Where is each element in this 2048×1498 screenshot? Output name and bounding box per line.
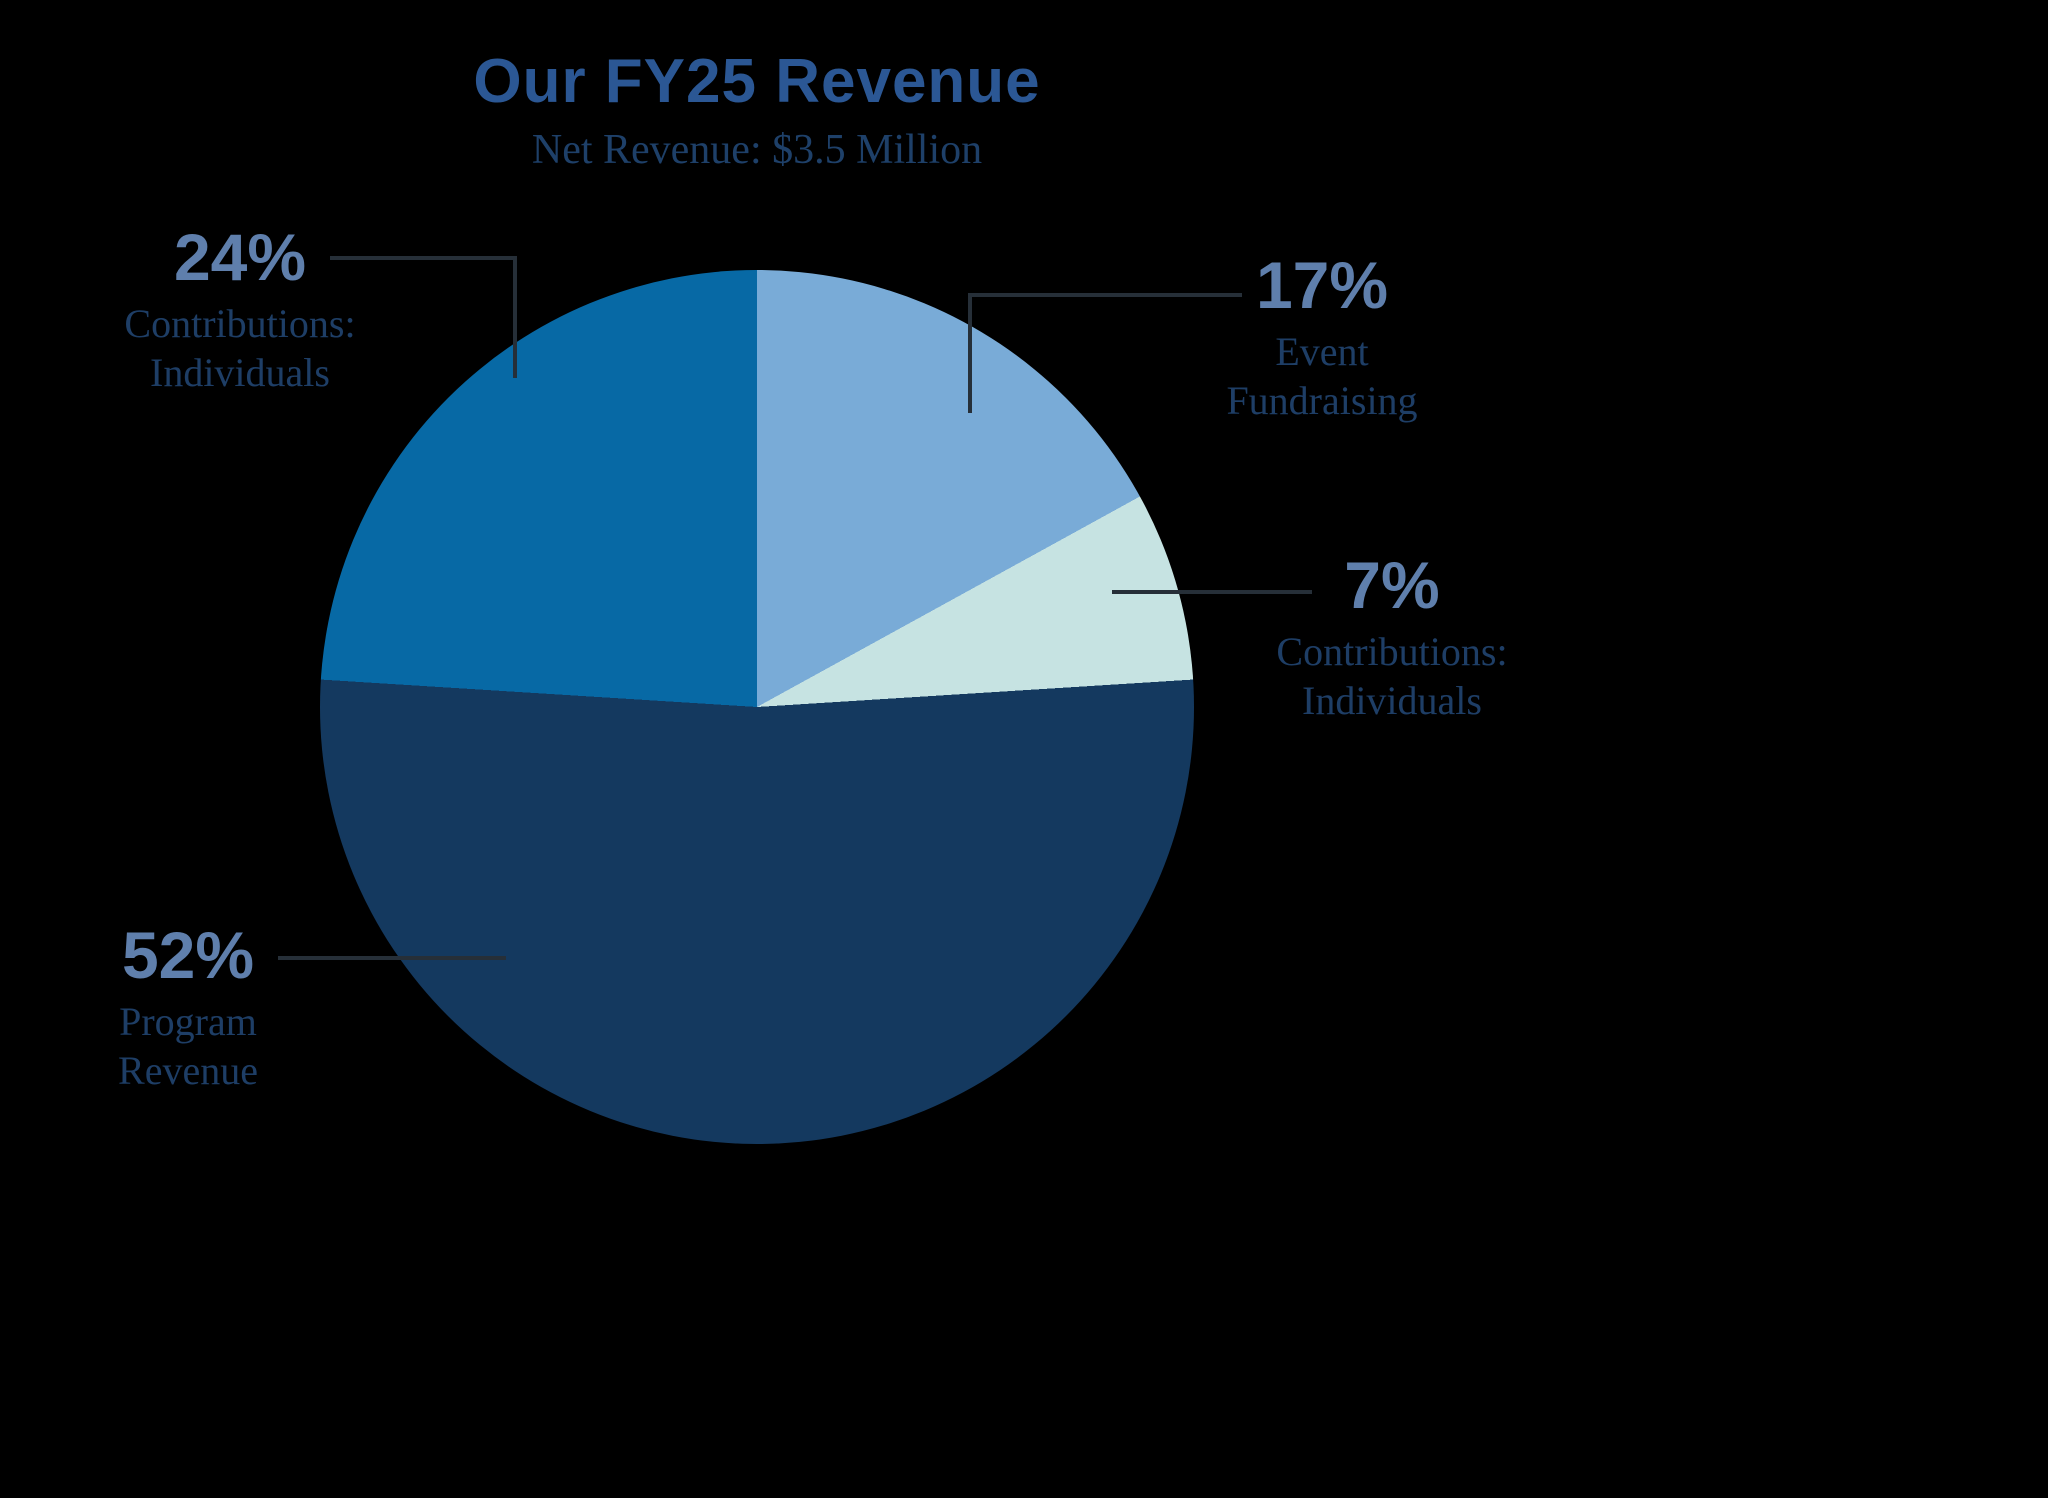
percent-label-52: 52%	[121, 918, 255, 992]
leader-line-7-horizontal	[1112, 590, 1312, 594]
percent-label-7: 7%	[1344, 548, 1440, 622]
page-title: Our FY25 Revenue	[473, 47, 1041, 116]
leader-line-24-vertical	[513, 256, 517, 378]
percent-label-24: 24%	[173, 220, 307, 294]
leader-line-24-horizontal	[330, 256, 517, 260]
callout-event-fundraising-17: 17% Event Fundraising	[1162, 252, 1482, 426]
callout-contributions-individuals-7: 7% Contributions: Individuals	[1232, 552, 1552, 726]
pie-chart	[320, 270, 1194, 1144]
percent-label-17: 17%	[1255, 248, 1389, 322]
slice-label-52: Program Revenue	[118, 999, 258, 1093]
page-subtitle: Net Revenue: $3.5 Million	[531, 127, 983, 173]
slice-label-7: Contributions: Individuals	[1276, 629, 1508, 723]
leader-line-17-horizontal	[968, 293, 1242, 297]
slice-label-17: Event Fundraising	[1226, 329, 1418, 423]
callout-program-revenue-52: 52% Program Revenue	[28, 922, 348, 1096]
leader-line-52-horizontal	[278, 956, 506, 960]
leader-line-17-vertical	[968, 293, 972, 413]
slice-label-24: Contributions: Individuals	[124, 301, 356, 395]
callout-contributions-individuals-24: 24% Contributions: Individuals	[80, 224, 400, 398]
